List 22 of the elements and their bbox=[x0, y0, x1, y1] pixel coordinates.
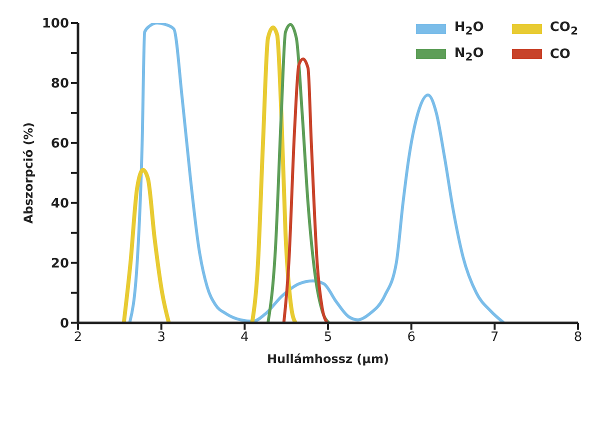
x-tick-label: 2 bbox=[74, 330, 82, 346]
x-tick-label: 4 bbox=[240, 330, 249, 346]
legend-label: N$_{2}$O bbox=[454, 46, 484, 64]
x-tick-label: 3 bbox=[157, 330, 166, 346]
y-tick-label: 80 bbox=[50, 76, 69, 92]
y-tick-label: 60 bbox=[50, 136, 69, 152]
y-tick-label: 100 bbox=[42, 16, 69, 32]
legend-label: CO$_{2}$ bbox=[550, 20, 578, 38]
y-axis-title: Abszorpció (%) bbox=[21, 122, 36, 224]
x-tick-label: 7 bbox=[490, 330, 499, 346]
legend-label: CO bbox=[550, 46, 570, 62]
line-series bbox=[266, 23, 330, 323]
line-series bbox=[128, 23, 506, 323]
legend-label: H$_{2}$O bbox=[454, 20, 484, 38]
x-tick-label: 5 bbox=[324, 330, 332, 346]
y-tick-label: 40 bbox=[50, 196, 69, 212]
line-series bbox=[282, 57, 329, 323]
y-tick-label: 0 bbox=[60, 316, 69, 332]
x-axis-title: Hullámhossz (µm) bbox=[267, 352, 389, 366]
x-tick-label: 8 bbox=[574, 330, 582, 346]
x-tick-label: 6 bbox=[407, 330, 416, 346]
y-tick-label: 20 bbox=[50, 256, 69, 272]
